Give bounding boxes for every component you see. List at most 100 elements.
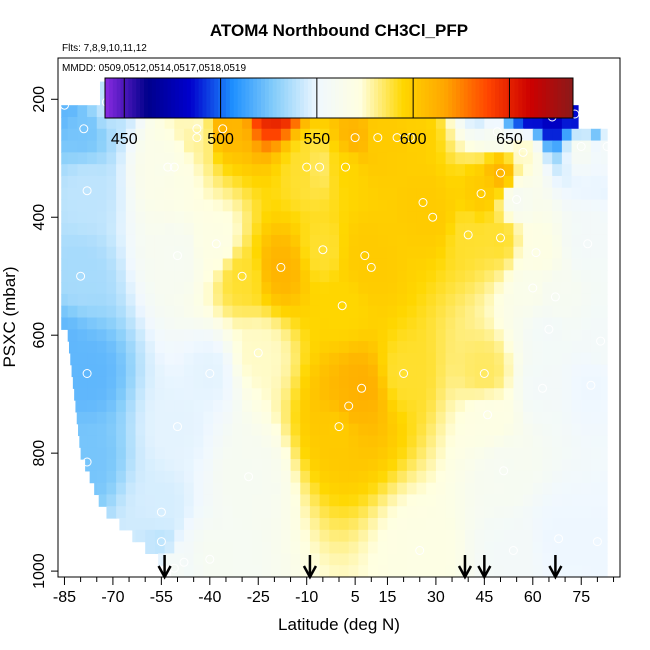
heatmap-cell — [377, 234, 389, 248]
heatmap-cell — [232, 376, 243, 389]
heatmap-cell — [571, 352, 582, 366]
heatmap-cell — [329, 529, 340, 543]
heatmap-cell — [87, 411, 98, 425]
heatmap-cell — [445, 246, 456, 260]
heatmap-cell — [106, 199, 117, 212]
heatmap-cell — [406, 341, 418, 354]
heatmap-cell — [242, 116, 253, 130]
heatmap-cell — [87, 447, 98, 460]
colorbar-segment — [565, 78, 570, 118]
heatmap-cell — [523, 541, 534, 555]
heatmap-cell — [513, 459, 524, 472]
heatmap-cell — [193, 128, 204, 142]
heatmap-cell — [387, 282, 398, 295]
sample-point — [415, 546, 425, 555]
heatmap-cell — [280, 482, 292, 496]
sample-point — [82, 186, 92, 196]
heatmap-cell — [523, 223, 534, 236]
heatmap-cell — [213, 116, 224, 130]
heatmap-cell — [600, 234, 608, 248]
sample-point — [373, 133, 383, 143]
heatmap-cell — [455, 400, 466, 413]
heatmap-cell — [416, 116, 427, 130]
heatmap-cell — [290, 565, 301, 578]
heatmap-cell — [561, 140, 573, 153]
heatmap-cell — [329, 223, 340, 236]
heatmap-cell — [261, 494, 272, 507]
heatmap-cell — [67, 152, 78, 165]
heatmap-cell — [300, 541, 311, 555]
heatmap-cell — [116, 352, 127, 366]
heatmap-cell — [116, 211, 127, 224]
heatmap-cell — [203, 211, 214, 224]
heatmap-cell — [416, 341, 427, 354]
heatmap-cell — [571, 234, 582, 248]
heatmap-cell — [406, 140, 418, 153]
heatmap-cell — [67, 199, 78, 212]
heatmap-cell — [242, 305, 253, 319]
heatmap-cell — [523, 352, 534, 366]
heatmap-cell — [416, 317, 427, 330]
heatmap-cell — [474, 565, 485, 578]
heatmap-cell — [280, 293, 292, 307]
heatmap-cell — [242, 140, 253, 153]
heatmap-cell — [290, 234, 301, 248]
heatmap-cell — [193, 541, 204, 555]
heatmap-cell — [406, 529, 418, 543]
heatmap-cell — [387, 187, 398, 201]
heatmap-cell — [387, 376, 398, 389]
heatmap-cell — [183, 270, 195, 283]
heatmap-cell — [242, 494, 253, 507]
heatmap-cell — [513, 352, 524, 366]
heatmap-cell — [251, 329, 263, 342]
heatmap-cell — [397, 305, 408, 319]
heatmap-cell — [251, 423, 263, 437]
heatmap-cell — [251, 187, 263, 201]
heatmap-cell — [242, 376, 253, 389]
heatmap-cell — [183, 553, 195, 566]
heatmap-cell — [203, 565, 214, 578]
heatmap-cell — [348, 423, 359, 437]
heatmap-cell — [600, 459, 608, 472]
colorbar-segment — [335, 78, 340, 118]
heatmap-cell — [67, 105, 78, 118]
heatmap-cell — [280, 164, 292, 177]
heatmap-cell — [154, 293, 166, 307]
heatmap-cell — [474, 447, 485, 460]
heatmap-cell — [77, 341, 88, 354]
heatmap-cell — [96, 152, 108, 165]
heatmap-cell — [222, 388, 234, 401]
heatmap-cell — [435, 293, 447, 307]
heatmap-cell — [503, 282, 515, 295]
heatmap-cell — [513, 529, 524, 543]
heatmap-cell — [242, 529, 253, 543]
y-axis-label: PSXC (mbar) — [0, 266, 19, 367]
heatmap-cell — [571, 565, 582, 578]
heatmap-cell — [397, 164, 408, 177]
heatmap-cell — [300, 329, 311, 342]
heatmap-cell — [406, 553, 418, 566]
heatmap-cell — [213, 541, 224, 555]
heatmap-cell — [464, 364, 476, 378]
heatmap-cell — [329, 282, 340, 295]
colorbar-segment — [159, 78, 164, 118]
colorbar-segment — [186, 78, 192, 118]
heatmap-cell — [125, 258, 137, 271]
heatmap-cell — [358, 388, 369, 401]
heatmap-cell — [600, 152, 608, 165]
heatmap-cell — [494, 376, 505, 389]
heatmap-cell — [280, 565, 292, 578]
heatmap-cell — [368, 211, 379, 224]
heatmap-cell — [581, 541, 592, 555]
heatmap-cell — [532, 175, 544, 189]
heatmap-cell — [474, 128, 485, 142]
heatmap-cell — [542, 140, 553, 153]
colorbar-segment — [405, 78, 410, 118]
heatmap-cell — [251, 553, 263, 566]
heatmap-cell — [435, 518, 447, 531]
colorbar-segment — [171, 78, 176, 118]
heatmap-cell — [464, 270, 476, 283]
heatmap-cell — [203, 352, 214, 366]
heatmap-cell — [174, 506, 185, 519]
heatmap-cell — [232, 470, 243, 484]
